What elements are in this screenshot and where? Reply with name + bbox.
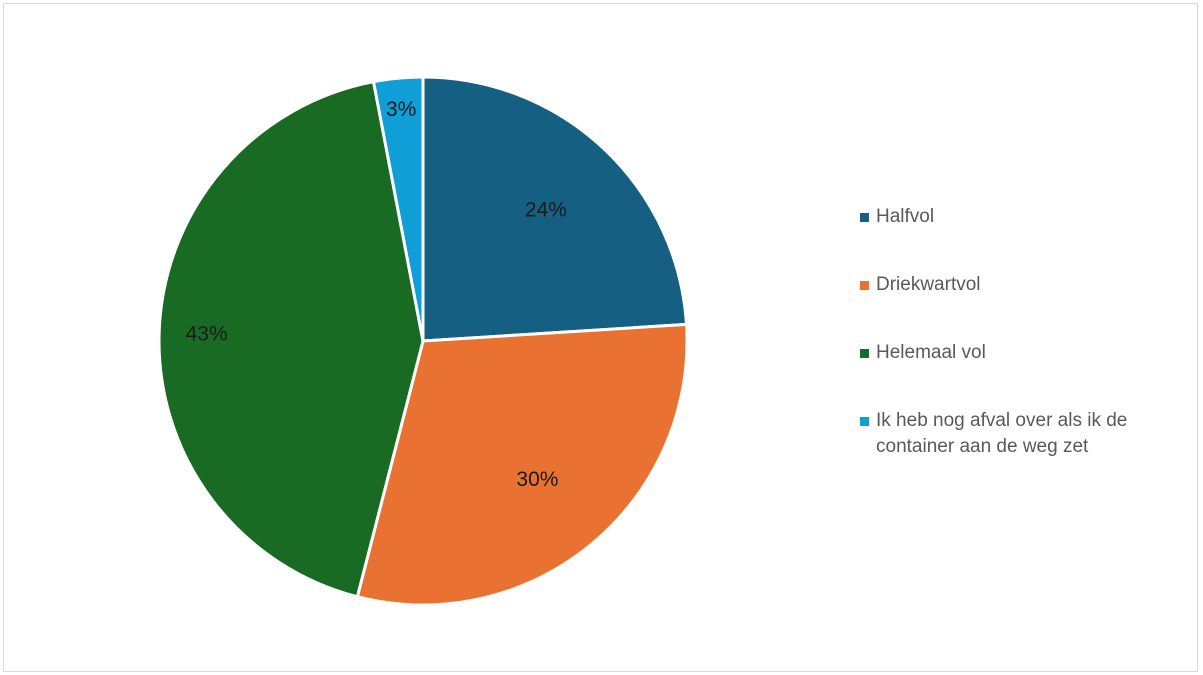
legend-swatch-driekwartvol <box>860 281 869 290</box>
chart-area: 24% 30% 43% 3% Halfvol Driekwartvol Helemaa… <box>3 3 1198 672</box>
pie-slice-halfvol <box>421 75 688 343</box>
legend-item-afval-over: Ik heb nog afval over als ik de containe… <box>860 408 1190 460</box>
legend-swatch-helemaal-vol <box>860 349 869 358</box>
legend-item-driekwartvol: Driekwartvol <box>860 272 1190 298</box>
legend-item-halfvol: Halfvol <box>860 204 1190 230</box>
legend-label-halfvol: Halfvol <box>876 206 935 227</box>
legend-label-helemaal-vol: Helemaal vol <box>876 342 986 363</box>
legend-label-driekwartvol: Driekwartvol <box>876 274 981 295</box>
pie-slice-driekwartvol <box>355 322 689 607</box>
slice-label-afval-over: 3% <box>386 98 416 121</box>
legend-label-afval-over: Ik heb nog afval over als ik de containe… <box>876 410 1128 457</box>
pie-slice-helemaal-vol <box>157 80 425 599</box>
slice-label-driekwartvol: 30% <box>516 468 558 491</box>
slice-label-halfvol: 24% <box>525 199 567 222</box>
pie-slice-afval-over <box>372 75 425 343</box>
legend-swatch-halfvol <box>860 213 869 222</box>
slice-label-helemaal-vol: 43% <box>186 323 228 346</box>
pie-chart: 24% 30% 43% 3% <box>157 75 689 607</box>
legend-swatch-afval-over <box>860 417 869 426</box>
legend: Halfvol Driekwartvol Helemaal vol Ik heb… <box>860 204 1190 502</box>
legend-item-helemaal-vol: Helemaal vol <box>860 340 1190 366</box>
